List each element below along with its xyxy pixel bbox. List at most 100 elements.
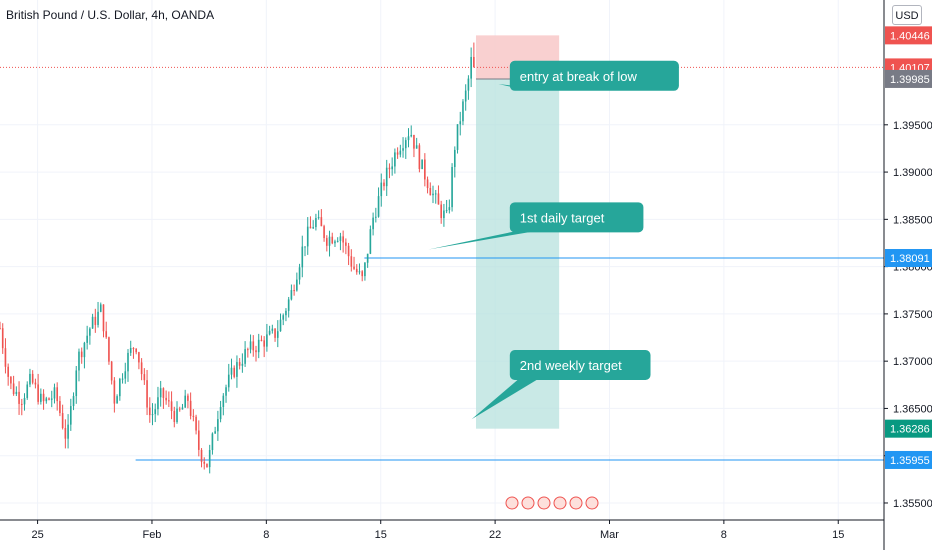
candle-body (23, 397, 26, 405)
price-tag-box (885, 69, 932, 88)
callouts[interactable]: entry at break of low 1st daily target 2nd… (428, 60, 679, 420)
event-marker-icon (505, 496, 519, 510)
candle-body (238, 362, 241, 366)
candle-body (26, 384, 29, 398)
candle-body (127, 352, 129, 372)
candle-body (119, 378, 121, 397)
horizontal-levels (0, 66, 884, 461)
candle-body (37, 384, 39, 402)
candle-body (331, 236, 334, 244)
candle-body (429, 188, 432, 196)
x-tick-label: 8 (721, 529, 727, 541)
candle-body (18, 391, 20, 404)
candle-body (217, 419, 219, 432)
callout-box (509, 350, 651, 381)
candle-body (105, 331, 108, 338)
candle-body (20, 403, 23, 405)
candle-body (271, 328, 274, 331)
candle-body (80, 351, 83, 358)
candle-body (181, 407, 184, 410)
y-tick-label: 1.37500 (893, 309, 932, 321)
candle-body (34, 382, 37, 385)
candle-body (173, 410, 176, 423)
candle-body (266, 334, 268, 347)
candle-body (241, 363, 244, 366)
candle-body (383, 182, 385, 187)
candle-body (336, 240, 339, 242)
x-tick-label: Feb (142, 529, 161, 541)
candle-body (385, 167, 388, 187)
candle-body (42, 393, 45, 402)
event-marker-icon (521, 496, 535, 510)
candle-body (462, 101, 464, 122)
x-tick-label: 25 (31, 529, 43, 541)
candle-body (132, 348, 135, 350)
candle-body (214, 431, 216, 434)
candle-body (312, 227, 315, 229)
candle-body (263, 340, 265, 347)
candle-body (97, 311, 99, 325)
candle-body (236, 362, 238, 377)
candle-body (260, 339, 263, 341)
y-tick-label: 1.35500 (893, 498, 932, 510)
candle-body (219, 406, 222, 420)
candle-body (391, 166, 393, 170)
candle-body (64, 427, 67, 439)
candle-body (298, 267, 301, 280)
candle-body (121, 378, 124, 380)
candle-body (257, 339, 260, 353)
candle-body (421, 159, 423, 169)
price-tag-box (885, 419, 932, 438)
callout-pointer (498, 84, 540, 89)
candle-body (151, 414, 154, 416)
candle-body (138, 352, 140, 363)
candle-body (424, 159, 426, 180)
candle-body (50, 398, 53, 400)
candle-body (124, 371, 127, 379)
event-marker-icon (585, 496, 599, 510)
candle-body (306, 226, 309, 247)
price-tag-box (885, 26, 932, 45)
price-tag-label: 1.38091 (890, 253, 930, 265)
candle-body (94, 316, 97, 325)
candle-body (252, 341, 255, 351)
candle-body (72, 396, 75, 407)
candle-body (192, 415, 195, 417)
candle-body (301, 246, 304, 268)
event-marker-icon (553, 496, 567, 510)
candle-body (140, 362, 143, 375)
candle-body (418, 145, 421, 169)
candle-body (473, 56, 475, 68)
candle-body (315, 218, 317, 228)
price-tag-label: 1.36286 (890, 424, 930, 436)
currency-button[interactable]: USD (892, 5, 922, 25)
grid-lines (0, 0, 884, 520)
price-tag-label: 1.35955 (890, 455, 930, 467)
economic-events (505, 496, 599, 510)
candle-body (377, 196, 380, 217)
candle-body (347, 245, 350, 257)
candle-body (459, 121, 462, 125)
candle-body (317, 217, 320, 219)
candle-body (276, 331, 279, 338)
x-tick-label: 8 (263, 529, 269, 541)
candle-body (59, 401, 61, 414)
candle-body (320, 217, 323, 227)
candle-body (157, 397, 159, 410)
candle-body (31, 373, 34, 383)
candle-body (154, 409, 157, 415)
price-tags: 1.404461.401071.399851.380911.362861.359… (885, 26, 932, 469)
candle-body (309, 226, 312, 229)
candle-body (350, 256, 353, 267)
candle-body (440, 204, 442, 219)
candle-body (404, 140, 407, 149)
candle-body (413, 134, 415, 149)
candle-body (244, 349, 246, 364)
candle-body (437, 193, 440, 205)
candle-body (279, 319, 282, 332)
candle-body (467, 78, 470, 91)
candle-body (75, 370, 78, 397)
candle-body (304, 246, 306, 248)
callout-box (509, 60, 679, 91)
